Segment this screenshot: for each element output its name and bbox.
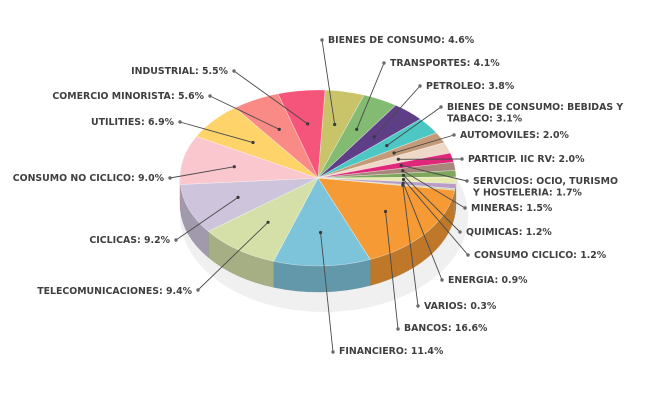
slice-telecomunicaciones xyxy=(207,177,319,262)
leader-line-10 xyxy=(373,85,421,138)
leader-dot-outer-17 xyxy=(466,253,470,257)
leader-dot-inner-10 xyxy=(372,135,376,139)
leader-line-18 xyxy=(402,182,443,281)
slice-label: VARIOS: 0.3% xyxy=(424,301,497,312)
leader-dot-inner-8 xyxy=(333,122,337,127)
slice-label: TELECOMUNICACIONES: 9.4% xyxy=(37,286,192,297)
leader-dot-inner-1 xyxy=(318,230,323,235)
leader-dot-outer-0 xyxy=(396,327,400,331)
leader-line-3 xyxy=(175,197,239,241)
leader-dot-outer-4 xyxy=(168,176,172,180)
leader-dot-outer-8 xyxy=(320,38,324,42)
slice-label: MINERAS: 1.5% xyxy=(471,203,553,214)
leader-line-11 xyxy=(386,106,442,146)
slice-label: PARTICIP. IIC RV: 2.0% xyxy=(468,154,585,165)
leader-lines xyxy=(168,38,470,354)
leader-dot-outer-19 xyxy=(416,304,420,308)
leader-dot-inner-6 xyxy=(277,127,281,131)
leader-line-15 xyxy=(402,170,466,209)
leader-dot-inner-11 xyxy=(385,143,389,148)
leader-dot-inner-9 xyxy=(355,127,359,131)
leader-dot-outer-7 xyxy=(232,69,236,73)
leader-dot-inner-4 xyxy=(232,165,236,169)
pie-side-walls xyxy=(179,177,457,293)
leader-dot-inner-7 xyxy=(306,122,310,126)
leader-line-9 xyxy=(356,62,385,130)
leader-dot-inner-3 xyxy=(236,195,240,199)
leader-line-4 xyxy=(169,166,235,179)
leader-line-6 xyxy=(209,95,280,130)
leader-dot-outer-2 xyxy=(196,288,200,292)
leader-dot-outer-5 xyxy=(178,120,182,124)
leader-dot-inner-16 xyxy=(401,173,406,177)
slice-label: BIENES DE CONSUMO: BEBIDAS Y TABACO: 3.1% xyxy=(447,102,623,125)
leader-dot-inner-13 xyxy=(396,157,400,161)
leader-line-14 xyxy=(401,164,468,182)
leader-dot-outer-18 xyxy=(440,278,444,282)
leader-dot-outer-13 xyxy=(460,157,464,161)
slice-label: TRANSPORTES: 4.1% xyxy=(390,58,500,69)
leader-line-0 xyxy=(385,211,399,330)
leader-dot-inner-2 xyxy=(266,220,270,224)
leader-line-5 xyxy=(179,121,254,143)
slice-label: UTILITIES: 6.9% xyxy=(91,117,175,128)
slice-label: CONSUMO CICLICO: 1.2% xyxy=(474,250,607,261)
slice-label: FINANCIERO: 11.4% xyxy=(339,346,444,357)
leader-dot-outer-11 xyxy=(439,105,443,109)
leader-dot-inner-15 xyxy=(401,169,405,173)
leader-dot-inner-5 xyxy=(251,140,255,145)
leader-dot-outer-16 xyxy=(458,230,462,234)
leader-dot-outer-12 xyxy=(452,133,456,137)
leader-dot-outer-6 xyxy=(208,94,212,98)
leader-dot-outer-15 xyxy=(463,206,467,210)
leader-line-2 xyxy=(197,221,269,291)
slice-label: INDUSTRIAL: 5.5% xyxy=(131,66,228,77)
leader-line-19 xyxy=(402,185,419,307)
slice-financiero xyxy=(273,177,371,267)
leader-dot-outer-10 xyxy=(418,84,422,88)
slice-label: CICLICAS: 9.2% xyxy=(89,235,170,246)
slice-label: PETROLEO: 3.8% xyxy=(426,81,515,92)
slice-ciclicas xyxy=(180,177,319,232)
leader-dot-inner-12 xyxy=(392,151,396,155)
slice-label: BANCOS: 16.6% xyxy=(404,323,488,334)
leader-dot-inner-14 xyxy=(399,163,403,167)
leader-dot-inner-0 xyxy=(383,209,388,214)
slice-label: QUIMICAS: 1.2% xyxy=(466,227,552,238)
slice-label: CONSUMO NO CICLICO: 9.0% xyxy=(13,173,165,184)
slice-labels: BANCOS: 16.6% FINANCIERO: 11.4% TELECOMUNI… xyxy=(13,35,624,357)
slice-label: ENERGIA: 0.9% xyxy=(448,275,528,286)
leader-dot-outer-3 xyxy=(174,238,178,242)
slice-label: BIENES DE CONSUMO: 4.6% xyxy=(328,35,475,46)
leader-dot-outer-9 xyxy=(382,61,386,65)
leader-line-7 xyxy=(233,70,308,125)
slice-varios xyxy=(317,177,456,191)
slice-label: AUTOMOVILES: 2.0% xyxy=(460,130,569,141)
leader-dot-inner-17 xyxy=(401,177,406,182)
leader-line-1 xyxy=(320,232,334,353)
slice-label: COMERCIO MINORISTA: 5.6% xyxy=(52,91,204,102)
slice-label: SERVICIOS: OCIO, TURISMO Y HOSTELERIA: 1.… xyxy=(472,176,618,199)
leader-line-8 xyxy=(321,39,336,125)
leader-line-16 xyxy=(403,175,461,233)
leader-dot-outer-14 xyxy=(465,179,469,183)
leader-line-17 xyxy=(403,179,469,256)
leader-line-12 xyxy=(393,134,455,154)
leader-dot-outer-1 xyxy=(331,350,335,354)
leader-dot-inner-19 xyxy=(401,183,405,187)
